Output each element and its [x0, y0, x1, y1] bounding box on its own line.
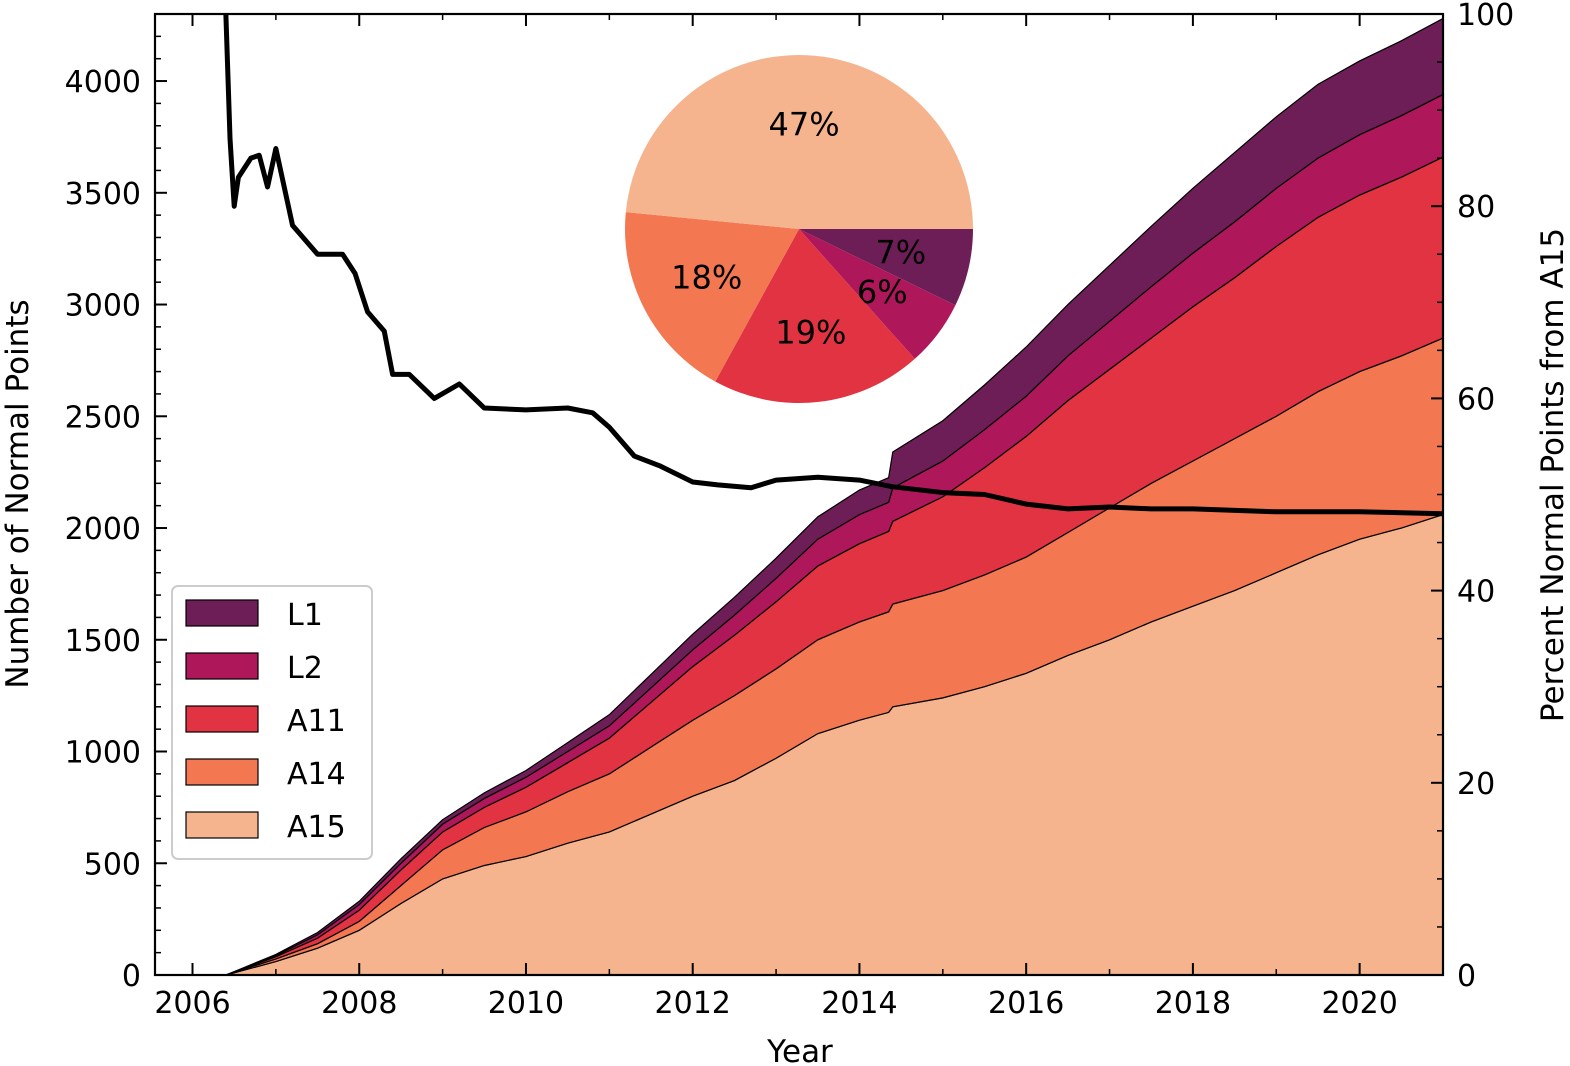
legend-swatch-a11 — [185, 705, 259, 733]
legend: L1 L2 A11 A14 A15 — [171, 585, 373, 860]
pie-slice-a11 — [715, 229, 915, 404]
pie-label-a15: 47% — [769, 106, 840, 144]
y-axis-right: 0 20 40 60 80 100 — [1431, 0, 1514, 994]
pie-inset: 7%6%19%18%47% — [625, 54, 974, 404]
area-layer — [225, 17, 1444, 976]
y-axis-title: Number of Normal Points — [0, 299, 36, 688]
y-tick-label: 3000 — [65, 289, 141, 324]
percent-a15-line — [223, 13, 1444, 517]
y-tick-label: 1500 — [65, 624, 141, 659]
y-tick-label: 0 — [122, 959, 141, 994]
y2-tick-label: 40 — [1457, 575, 1495, 610]
y-tick-label: 3500 — [65, 177, 141, 212]
x-axis-title: Year — [766, 1034, 833, 1066]
pie-label-a11: 19% — [775, 314, 846, 352]
y-axis-left: 0 500 1000 1500 2000 2500 3000 3500 4000 — [65, 13, 167, 994]
pie-slice-a15 — [625, 54, 974, 229]
pie-label-l1: 7% — [875, 233, 926, 271]
pie-slice-l2 — [799, 229, 956, 359]
legend-label-l1: L1 — [287, 598, 323, 633]
x-tick-label: 2010 — [488, 986, 564, 1021]
legend-label-a11: A11 — [287, 704, 346, 739]
y-tick-label: 2000 — [65, 512, 141, 547]
y2-tick-label: 0 — [1457, 959, 1476, 994]
x-tick-label: 2012 — [655, 986, 731, 1021]
y2-tick-label: 60 — [1457, 382, 1495, 417]
x-tick-label: 2008 — [321, 986, 397, 1021]
y2-tick-label: 20 — [1457, 767, 1495, 802]
x-axis: 2006 2008 2010 2012 2014 2016 2018 2020 — [154, 14, 1444, 1021]
legend-swatch-l1 — [185, 599, 259, 627]
y2-axis-title: Percent Normal Points from A15 — [1535, 228, 1570, 722]
x-tick-label: 2020 — [1321, 986, 1397, 1021]
pie-label-a14: 18% — [671, 259, 742, 297]
legend-swatch-l2 — [185, 652, 259, 680]
y2-tick-label: 100 — [1457, 0, 1514, 33]
x-tick-label: 2006 — [154, 986, 230, 1021]
legend-label-a14: A14 — [287, 757, 346, 792]
legend-swatch-a15 — [185, 811, 259, 839]
x-tick-label: 2016 — [988, 986, 1064, 1021]
legend-swatch-a14 — [185, 758, 259, 786]
y-tick-label: 500 — [84, 847, 141, 882]
pie-slice-l1 — [799, 229, 973, 306]
legend-label-l2: L2 — [287, 651, 323, 686]
legend-label-a15: A15 — [287, 810, 346, 845]
pie-slice-a14 — [625, 212, 799, 382]
x-tick-label: 2018 — [1155, 986, 1231, 1021]
y2-tick-label: 80 — [1457, 190, 1495, 225]
y-tick-label: 2500 — [65, 400, 141, 435]
y-tick-label: 1000 — [65, 736, 141, 771]
x-tick-label: 2014 — [821, 986, 897, 1021]
y-tick-label: 4000 — [65, 65, 141, 100]
